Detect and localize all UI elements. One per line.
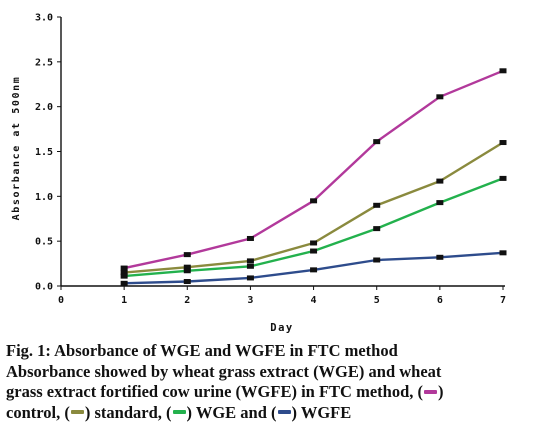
wgfe-swatch [277, 410, 291, 415]
y-tick-label: 2.5 [35, 57, 53, 68]
caption-text: ) WGE and ( [186, 402, 277, 422]
control-swatch [424, 389, 438, 394]
x-tick-label: 6 [437, 295, 443, 306]
wgfe-series [120, 250, 507, 286]
wgfe-point [183, 279, 191, 285]
wgfe-point [373, 257, 381, 263]
standard-point [499, 140, 507, 146]
control-point [436, 94, 444, 100]
wge-point [246, 263, 254, 269]
control-line [123, 69, 504, 270]
wgfe-point [310, 267, 318, 273]
y-axis-ticks: 0.0 0.5 1.0 1.5 2.0 2.5 3.0 [35, 13, 61, 293]
y-tick-label: 1.0 [35, 192, 53, 203]
x-axis-label: Day [270, 322, 293, 334]
standard-series [120, 140, 507, 276]
caption-text: control, ( [6, 402, 70, 422]
wge-point [499, 175, 507, 181]
control-point [183, 252, 191, 258]
chart-series [120, 68, 507, 286]
caption-text: ) standard, ( [84, 402, 172, 422]
x-tick-label: 5 [374, 295, 380, 306]
y-axis-label: Absorbance at 500nm [11, 76, 22, 221]
caption-title: Fig. 1: Absorbance of WGE and WGFE in FT… [6, 341, 398, 360]
caption-text: ) WGFE [291, 402, 352, 422]
y-tick-label: 3.0 [35, 13, 53, 24]
control-point [499, 68, 507, 74]
x-tick-label: 7 [500, 295, 506, 306]
wge-point [436, 200, 444, 206]
wge-line [123, 177, 504, 278]
wge-point [373, 226, 381, 232]
wgfe-point [499, 250, 507, 256]
standard-point [120, 270, 128, 276]
control-point [373, 139, 381, 145]
standard-point [310, 240, 318, 246]
y-tick-label: 0.0 [35, 282, 53, 293]
standard-swatch [70, 410, 84, 415]
x-tick-label: 3 [247, 295, 253, 306]
y-tick-label: 1.5 [35, 147, 53, 158]
standard-point [436, 178, 444, 184]
caption-line-2: grass extract fortified cow urine (WGFE)… [6, 382, 532, 403]
caption-text: ) [438, 382, 444, 401]
x-tick-label: 1 [121, 295, 127, 306]
control-point [120, 265, 128, 271]
figure-caption: Fig. 1: Absorbance of WGE and WGFE in FT… [6, 341, 532, 423]
caption-line-1: Absorbance showed by wheat grass extract… [6, 361, 442, 381]
caption-line-3: control, ( ) standard, ( ) WGE and ( ) WGFE [6, 403, 532, 424]
x-axis-ticks: 0 1 2 3 4 5 6 7 [58, 286, 506, 306]
y-tick-label: 2.0 [35, 102, 53, 113]
x-tick-label: 0 [58, 295, 64, 306]
control-series [120, 68, 507, 271]
standard-point [246, 258, 254, 264]
wge-series [120, 175, 507, 279]
line-chart: 0 1 2 3 4 5 6 7 0.0 0.5 1.0 1.5 2.0 2.5 3.0 Day Absor… [11, 13, 507, 334]
y-tick-label: 0.5 [35, 237, 53, 248]
chart-axes [60, 17, 505, 287]
x-tick-label: 4 [311, 295, 317, 306]
x-tick-label: 2 [184, 295, 190, 306]
control-point [310, 198, 318, 204]
standard-point [183, 264, 191, 270]
wge-swatch [172, 410, 186, 415]
standard-point [373, 202, 381, 208]
wge-point [120, 273, 128, 279]
wgfe-point [120, 280, 128, 286]
caption-text: grass extract fortified cow urine (WGFE)… [6, 382, 424, 401]
wge-point [310, 248, 318, 254]
control-point [246, 235, 254, 241]
wge-point [183, 268, 191, 274]
wgfe-point [246, 275, 254, 281]
wgfe-point [436, 254, 444, 260]
